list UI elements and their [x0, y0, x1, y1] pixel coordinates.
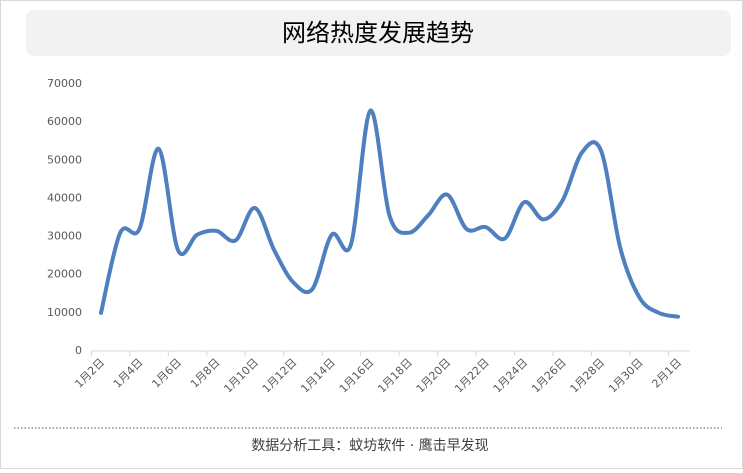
line	[99, 108, 680, 319]
title-box	[26, 10, 731, 56]
y-tick-label: 30000	[47, 230, 82, 243]
y-tick-label: 20000	[47, 268, 82, 281]
y-tick-label: 40000	[47, 191, 82, 204]
y-tick-label: 10000	[47, 306, 82, 319]
y-tick-label: 0	[75, 344, 82, 357]
y-tick-label: 50000	[47, 153, 82, 166]
y-tick-label: 70000	[47, 77, 82, 90]
chart-title: 网络热度发展趋势	[282, 19, 474, 47]
footer: 数据分析工具：蚊坊软件 · 鹰击早发现	[251, 438, 488, 454]
y-tick-label: 60000	[47, 115, 82, 128]
